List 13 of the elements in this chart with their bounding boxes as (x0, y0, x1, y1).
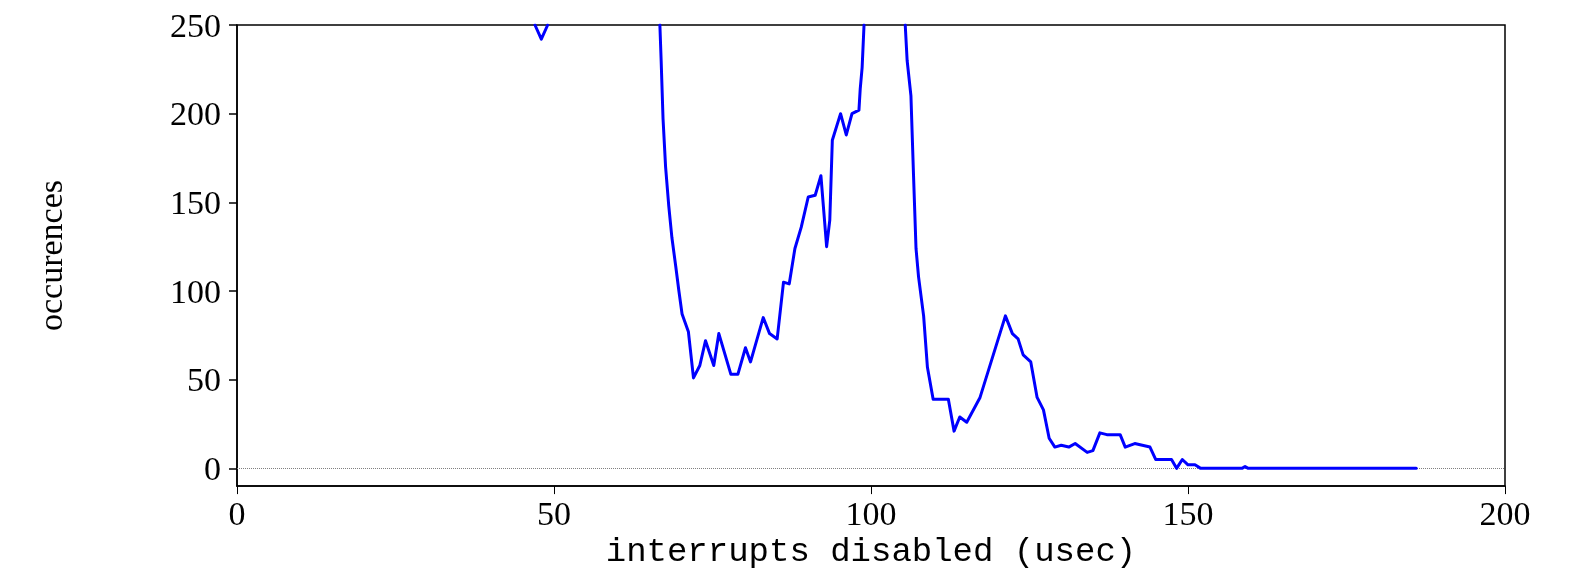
x-axis-title: interrupts disabled (usec) (605, 533, 1137, 571)
y-tick-label: 50 (187, 361, 221, 399)
y-tick-label: 0 (204, 449, 221, 487)
x-tick-label: 0 (228, 494, 246, 532)
x-tick-label: 100 (845, 494, 897, 532)
y-tick-label: 250 (170, 6, 221, 44)
y-tick-label: 150 (170, 183, 221, 221)
y-axis-title: occurences (31, 180, 69, 332)
y-tick-label: 200 (170, 95, 221, 133)
y-tick-label: 100 (170, 272, 221, 310)
x-tick-label: 150 (1162, 494, 1214, 532)
x-tick-label: 200 (1479, 494, 1531, 532)
x-tick-label: 50 (537, 494, 571, 532)
